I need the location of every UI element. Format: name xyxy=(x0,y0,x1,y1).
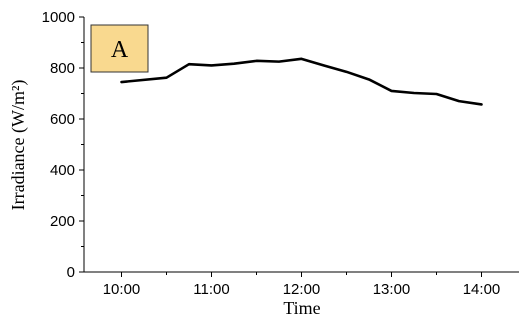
y-tick-label: 600 xyxy=(50,111,75,128)
axes: 0 200 400 600 800 1000 10:00 11:00 12:00 13:00 14:… xyxy=(42,9,519,298)
x-tick-label: 11:00 xyxy=(193,281,229,298)
y-tick-label: 1000 xyxy=(42,9,75,26)
x-tick-label: 12:00 xyxy=(283,281,321,298)
panel-label-rect xyxy=(90,24,149,73)
x-tick-label: 13:00 xyxy=(373,281,411,298)
y-tick-label: 800 xyxy=(50,60,75,77)
panel-label-box: A xyxy=(90,24,149,73)
x-tick-label: 10:00 xyxy=(103,281,141,298)
irradiance-series-line xyxy=(120,57,483,106)
panel-label-text: A xyxy=(111,37,129,63)
x-axis-title: Time xyxy=(283,298,320,318)
series-layer xyxy=(120,57,483,106)
x-tick-label: 14:00 xyxy=(463,281,501,298)
y-tick-label: 200 xyxy=(50,213,75,230)
y-axis-title: Irradiance (W/m²) xyxy=(8,80,29,211)
y-tick-label: 400 xyxy=(50,162,75,179)
y-tick-label: 0 xyxy=(67,264,75,281)
